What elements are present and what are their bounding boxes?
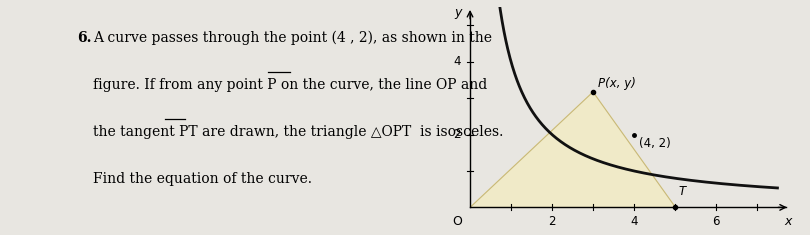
Text: 4: 4 (453, 55, 461, 68)
Text: T: T (678, 185, 685, 198)
Text: P(x, y): P(x, y) (598, 77, 636, 90)
Text: (4, 2): (4, 2) (639, 137, 671, 150)
Text: A curve passes through the point (4 , 2), as shown in the: A curve passes through the point (4 , 2)… (93, 31, 492, 45)
Text: y: y (454, 6, 462, 19)
Text: 6: 6 (712, 215, 720, 228)
Text: the tangent PT are drawn, the triangle △OPT  is isosceles.: the tangent PT are drawn, the triangle △… (93, 125, 504, 139)
Text: 2: 2 (548, 215, 556, 228)
Polygon shape (471, 92, 675, 207)
Text: 2: 2 (453, 128, 461, 141)
Text: Find the equation of the curve.: Find the equation of the curve. (93, 172, 312, 186)
Text: O: O (452, 215, 462, 228)
Text: x: x (784, 215, 791, 228)
Text: 6.: 6. (77, 31, 92, 45)
Text: 4: 4 (630, 215, 637, 228)
Text: figure. If from any point P on the curve, the line OP and: figure. If from any point P on the curve… (93, 78, 488, 92)
